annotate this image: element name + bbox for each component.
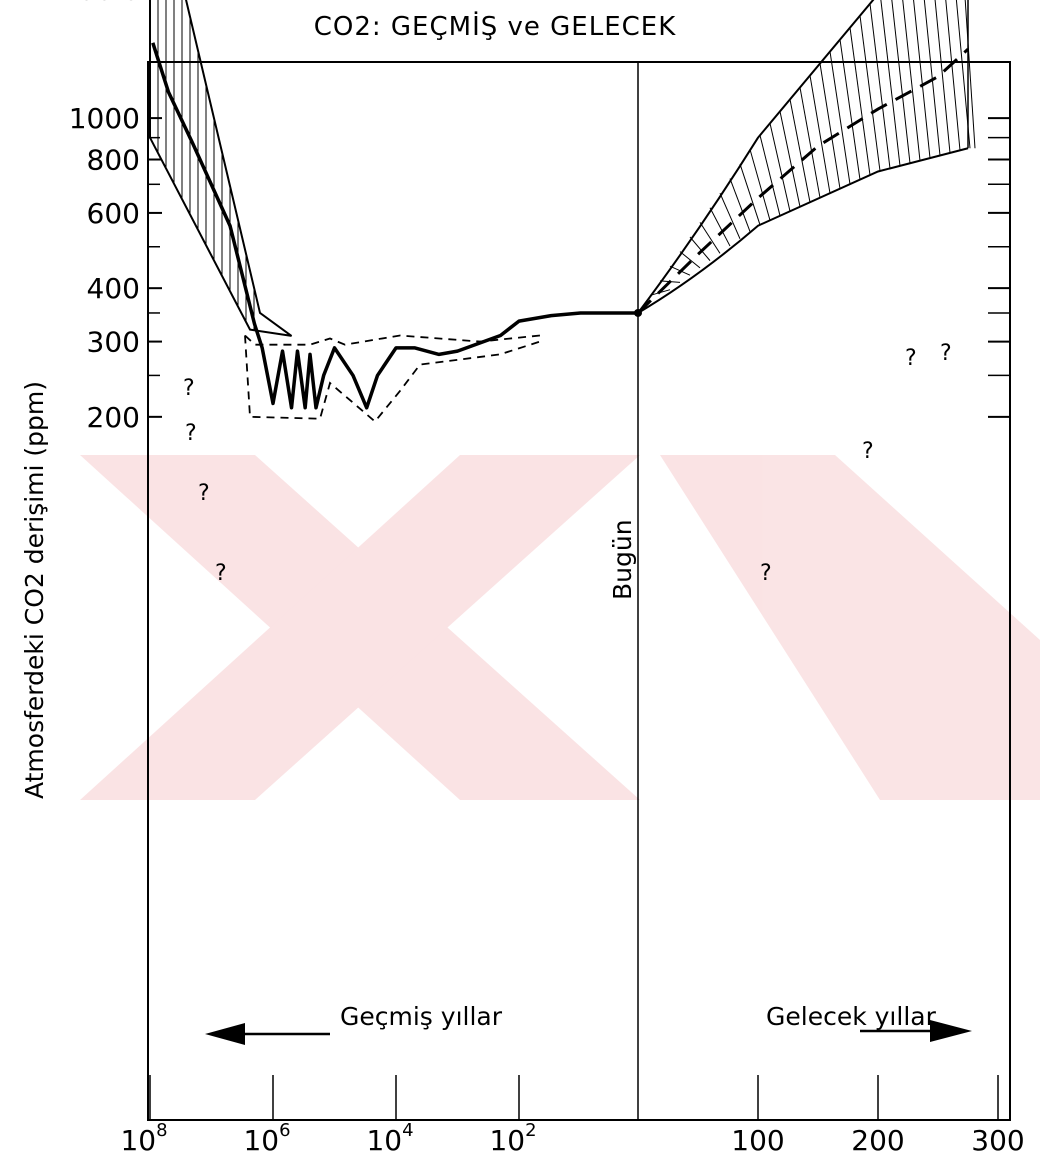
y-tick-label: 600 [87,197,140,230]
future-band-hatch [739,163,761,225]
future-band-hatch [829,51,851,185]
question-mark: ? [198,481,210,506]
y-tick-label: 800 [87,144,140,177]
future-band-hatch [769,123,791,212]
arrow-right-icon [930,1020,972,1042]
background-watermark [80,455,1040,800]
y-tick-label: 200 [87,401,140,434]
future-band-hatch [902,0,921,161]
past-band-outline [149,0,293,337]
arrow-left-icon [205,1023,245,1045]
y-axis-label: Atmosferdeki CO2 derişimi (ppm) [20,381,49,799]
future-band-hatch [923,0,941,156]
x-tick-label: 108 [120,1120,167,1155]
future-band-lower [637,147,969,314]
future-band-hatch [945,0,961,151]
future-band-hatch [934,0,951,153]
y-tick-label: 400 [87,272,140,305]
future-band-hatch [955,0,971,149]
x-ticks: 108 106 104 102 100 200 300 [120,1075,1025,1155]
uncertainty-markers: ???????? [183,341,952,586]
future-band-hatch [779,111,801,207]
future-band-hatch [849,27,871,176]
past-series-line [151,42,638,410]
future-years-annotation: Gelecek yıllar [766,1002,972,1042]
future-band-hatch [913,0,931,159]
question-mark: ? [760,561,772,586]
question-mark: ? [215,561,227,586]
y-tick-label: 200 0 [60,0,140,6]
future-band-hatch [869,3,891,169]
uncertainty-bands [149,0,976,337]
y-ticks: 50003000200 01000800600400300200 [60,0,1010,434]
future-band-hatch [759,135,781,216]
past-years-label: Geçmiş yıllar [340,1002,503,1031]
future-band-hatch [859,15,881,172]
future-band-hatch [964,0,976,149]
future-band-hatch [809,75,831,194]
question-mark: ? [905,346,917,371]
future-band-hatch [689,236,711,261]
future-band-hatch [679,251,701,269]
question-mark: ? [862,439,874,464]
present-label: Bugün [608,519,637,600]
future-band-hatch [699,222,721,254]
future-band-hatch [789,99,811,203]
y-tick-label: 1000 [69,102,140,135]
future-band-hatch [749,149,771,221]
future-band-hatch [799,87,821,198]
x-tick-label: 300 [971,1124,1024,1155]
present-point [634,308,642,317]
past-envelope-lower [244,335,541,423]
future-series-line [636,48,970,315]
future-band-hatch [839,39,861,180]
x-tick-label: 100 [731,1124,784,1155]
future-band-hatch [891,0,911,164]
x-tick-label: 104 [366,1120,413,1155]
future-years-label: Gelecek yıllar [766,1002,937,1031]
future-band-hatch [880,0,901,166]
x-tick-label: 200 [851,1124,904,1155]
future-band-hatch [719,192,741,240]
future-band-hatch [729,178,751,232]
question-mark: ? [185,421,197,446]
chart-title: CO2: GEÇMİŞ ve GELECEK [314,10,677,42]
plot-frame [147,61,1011,1121]
x-tick-label: 106 [243,1120,290,1155]
y-tick-label: 300 [87,326,140,359]
future-band-hatch [819,63,841,189]
past-envelope-upper [244,334,541,346]
past-years-annotation: Geçmiş yıllar [205,1002,503,1045]
data-series [151,42,970,423]
future-band-hatch [709,207,731,247]
question-mark: ? [183,376,195,401]
question-mark: ? [940,341,952,366]
x-tick-label: 102 [489,1120,536,1155]
